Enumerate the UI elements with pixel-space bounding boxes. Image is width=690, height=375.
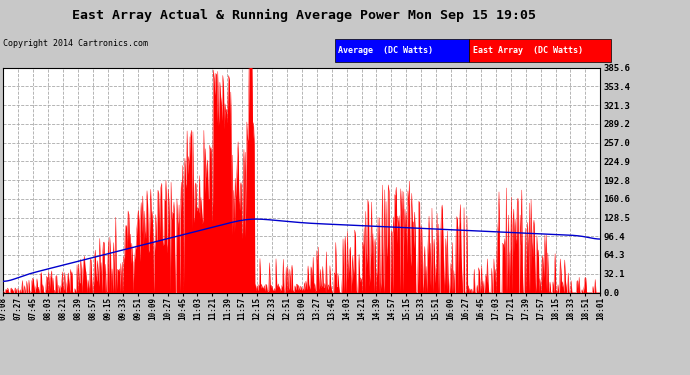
Text: East Array Actual & Running Average Power Mon Sep 15 19:05: East Array Actual & Running Average Powe… [72,9,535,22]
Text: Average  (DC Watts): Average (DC Watts) [338,46,433,55]
Text: East Array  (DC Watts): East Array (DC Watts) [473,46,582,55]
Text: Copyright 2014 Cartronics.com: Copyright 2014 Cartronics.com [3,39,148,48]
